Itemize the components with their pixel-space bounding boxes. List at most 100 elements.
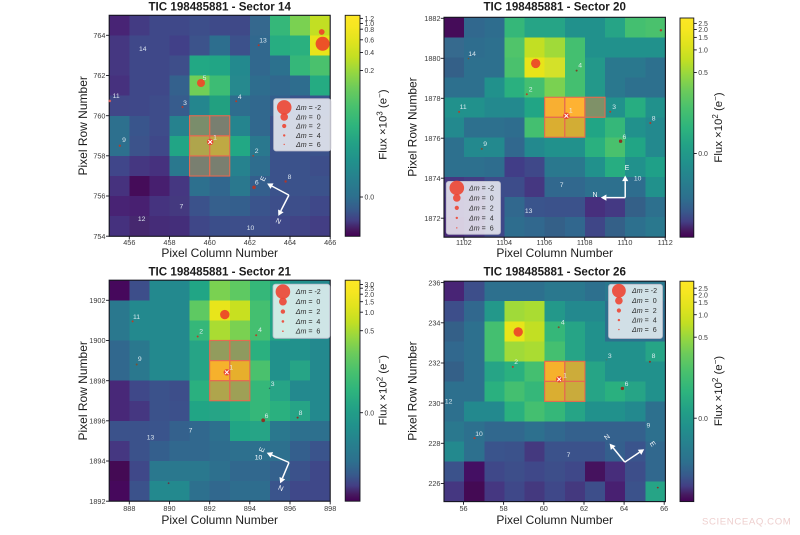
svg-text:1896: 1896 <box>89 417 105 426</box>
svg-text:1.0: 1.0 <box>698 48 708 55</box>
svg-text:898: 898 <box>324 504 336 513</box>
svg-text:4: 4 <box>578 63 582 70</box>
svg-text:Δm = 4: Δm = 4 <box>468 214 494 222</box>
svg-text:Δm = 6: Δm = 6 <box>468 224 494 232</box>
svg-text:6: 6 <box>265 413 269 420</box>
svg-text:Flux ×102 (e−): Flux ×102 (e−) <box>711 92 725 162</box>
svg-text:10: 10 <box>475 431 483 438</box>
svg-text:6: 6 <box>623 134 627 141</box>
svg-text:3: 3 <box>612 104 616 111</box>
svg-text:1108: 1108 <box>577 238 593 247</box>
svg-text:1.5: 1.5 <box>365 299 375 306</box>
svg-text:0.0: 0.0 <box>365 195 375 202</box>
svg-text:Δm = -2: Δm = -2 <box>295 104 321 112</box>
svg-text:SCIENCEAQ.COM: SCIENCEAQ.COM <box>702 517 791 528</box>
svg-text:2.5: 2.5 <box>698 286 708 293</box>
svg-text:462: 462 <box>244 238 256 247</box>
svg-text:234: 234 <box>428 319 440 328</box>
svg-text:754: 754 <box>93 232 105 241</box>
svg-text:2.0: 2.0 <box>698 27 708 34</box>
svg-text:8: 8 <box>652 116 656 123</box>
svg-text:756: 756 <box>93 192 105 201</box>
svg-text:E: E <box>625 165 630 172</box>
svg-text:Pixel Column Number: Pixel Column Number <box>496 246 613 260</box>
svg-text:4: 4 <box>258 327 262 334</box>
svg-text:1102: 1102 <box>456 238 472 247</box>
svg-text:2.0: 2.0 <box>698 292 708 299</box>
svg-text:2: 2 <box>199 329 203 336</box>
svg-text:60: 60 <box>540 504 548 513</box>
svg-text:11: 11 <box>113 93 120 100</box>
svg-text:1: 1 <box>229 365 233 372</box>
svg-text:TIC 198485881 - Sector 26: TIC 198485881 - Sector 26 <box>483 266 626 279</box>
svg-text:4: 4 <box>238 94 242 101</box>
svg-text:10: 10 <box>634 176 642 183</box>
svg-text:888: 888 <box>123 504 135 513</box>
svg-text:1: 1 <box>563 373 567 380</box>
svg-text:460: 460 <box>204 238 216 247</box>
svg-text:58: 58 <box>500 504 508 513</box>
svg-text:10: 10 <box>255 455 263 462</box>
svg-text:8: 8 <box>288 174 292 181</box>
svg-text:0.5: 0.5 <box>365 328 375 335</box>
svg-text:1876: 1876 <box>424 134 440 143</box>
svg-text:1894: 1894 <box>89 457 105 466</box>
svg-text:56: 56 <box>459 504 467 513</box>
svg-text:13: 13 <box>525 208 533 215</box>
svg-text:E: E <box>260 175 269 183</box>
svg-text:2.5: 2.5 <box>365 286 375 293</box>
svg-text:13: 13 <box>259 38 267 45</box>
svg-text:2: 2 <box>255 148 259 155</box>
svg-text:11: 11 <box>133 314 140 321</box>
svg-text:Pixel Column Number: Pixel Column Number <box>496 513 613 527</box>
svg-text:3: 3 <box>608 353 612 360</box>
svg-text:1882: 1882 <box>424 14 440 23</box>
svg-text:762: 762 <box>93 71 105 80</box>
svg-text:62: 62 <box>580 504 588 513</box>
svg-text:E: E <box>648 440 657 448</box>
svg-text:1900: 1900 <box>89 336 105 345</box>
svg-text:1.0: 1.0 <box>365 310 375 317</box>
svg-text:0.6: 0.6 <box>365 37 375 44</box>
svg-text:1874: 1874 <box>424 174 440 183</box>
svg-text:N: N <box>603 433 611 442</box>
svg-text:1880: 1880 <box>424 54 440 63</box>
svg-text:896: 896 <box>284 504 296 513</box>
svg-text:1898: 1898 <box>89 376 105 385</box>
svg-text:Δm = 4: Δm = 4 <box>295 132 321 140</box>
svg-text:Δm = -2: Δm = -2 <box>468 184 494 192</box>
svg-text:Δm = 4: Δm = 4 <box>295 318 321 326</box>
svg-text:5: 5 <box>203 75 207 82</box>
svg-text:2.0: 2.0 <box>365 292 375 299</box>
svg-text:3: 3 <box>271 381 275 388</box>
svg-text:Δm = 2: Δm = 2 <box>295 122 321 130</box>
svg-text:Flux ×102 (e−): Flux ×102 (e−) <box>375 355 389 425</box>
svg-text:228: 228 <box>428 439 440 448</box>
svg-text:Δm = 6: Δm = 6 <box>295 141 321 149</box>
svg-text:10: 10 <box>255 455 263 462</box>
svg-text:4: 4 <box>561 320 565 327</box>
svg-text:Pixel Row Number: Pixel Row Number <box>76 76 90 175</box>
svg-text:9: 9 <box>647 423 651 430</box>
svg-text:1.5: 1.5 <box>698 35 708 42</box>
svg-text:760: 760 <box>93 111 105 120</box>
svg-text:Pixel Row Number: Pixel Row Number <box>406 77 420 176</box>
svg-text:Δm = 0: Δm = 0 <box>295 298 321 306</box>
svg-text:1112: 1112 <box>658 238 673 247</box>
svg-text:Δm = 2: Δm = 2 <box>295 308 321 316</box>
svg-text:11: 11 <box>460 104 467 111</box>
svg-text:13: 13 <box>147 435 155 442</box>
svg-text:464: 464 <box>284 238 296 247</box>
svg-text:14: 14 <box>468 51 476 58</box>
svg-text:0.5: 0.5 <box>698 70 708 77</box>
svg-text:Δm = -2: Δm = -2 <box>295 288 321 296</box>
svg-text:Δm = 4: Δm = 4 <box>631 317 657 325</box>
svg-text:6: 6 <box>625 381 629 388</box>
svg-text:3: 3 <box>183 100 187 107</box>
svg-text:14: 14 <box>139 46 147 53</box>
svg-text:N: N <box>274 218 282 227</box>
svg-text:0.8: 0.8 <box>365 27 375 34</box>
svg-text:0.0: 0.0 <box>365 410 375 417</box>
svg-text:1.0: 1.0 <box>698 312 708 319</box>
svg-text:236: 236 <box>428 278 440 287</box>
